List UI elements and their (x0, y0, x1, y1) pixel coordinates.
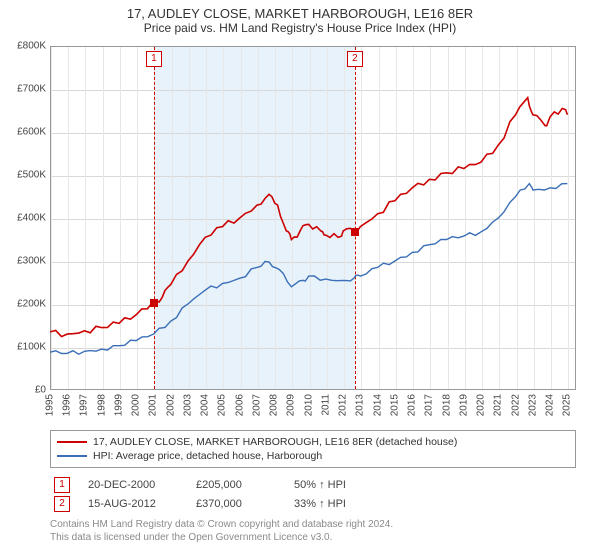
y-tick-label: £100K (0, 342, 46, 353)
x-tick-label: 2017 (424, 394, 435, 416)
x-tick-label: 2000 (131, 394, 142, 416)
sale-row-1: 1 20-DEC-2000 £205,000 50% ↑ HPI (50, 474, 576, 493)
x-tick-label: 1996 (62, 394, 73, 416)
x-tick-label: 1997 (79, 394, 90, 416)
sale-marker-2: 2 (54, 496, 70, 512)
x-tick-label: 2013 (355, 394, 366, 416)
x-tick-label: 2024 (545, 394, 556, 416)
footer-attribution: Contains HM Land Registry data © Crown c… (50, 512, 576, 544)
sale-hpi-2: 33% ↑ HPI (294, 498, 346, 510)
sale-price-1: £205,000 (196, 479, 276, 491)
y-tick-label: £500K (0, 170, 46, 181)
x-tick-label: 2021 (493, 394, 504, 416)
y-tick-label: £800K (0, 41, 46, 52)
series-hpi (50, 184, 567, 355)
x-tick-label: 2018 (441, 394, 452, 416)
y-tick-label: £0 (0, 385, 46, 396)
x-tick-label: 2003 (182, 394, 193, 416)
sale-row-2: 2 15-AUG-2012 £370,000 33% ↑ HPI (50, 493, 576, 512)
y-tick-label: £300K (0, 256, 46, 267)
x-tick-label: 2020 (476, 394, 487, 416)
footer-line-1: Contains HM Land Registry data © Crown c… (50, 518, 576, 531)
x-tick-label: 2014 (372, 394, 383, 416)
sale-date-1: 20-DEC-2000 (88, 479, 178, 491)
footer-line-2: This data is licensed under the Open Gov… (50, 531, 576, 544)
x-tick-label: 2004 (200, 394, 211, 416)
x-tick-label: 2016 (407, 394, 418, 416)
x-tick-label: 2023 (527, 394, 538, 416)
page-subtitle: Price paid vs. HM Land Registry's House … (0, 21, 600, 35)
x-tick-label: 2006 (234, 394, 245, 416)
x-tick-label: 2022 (510, 394, 521, 416)
sale-price-2: £370,000 (196, 498, 276, 510)
legend-swatch-price (57, 441, 87, 443)
series-price_paid (50, 98, 567, 337)
x-tick-label: 2005 (217, 394, 228, 416)
x-tick-label: 1999 (113, 394, 124, 416)
y-tick-label: £400K (0, 213, 46, 224)
legend-swatch-hpi (57, 455, 87, 457)
x-tick-label: 2009 (286, 394, 297, 416)
page-title: 17, AUDLEY CLOSE, MARKET HARBOROUGH, LE1… (0, 6, 600, 21)
legend: 17, AUDLEY CLOSE, MARKET HARBOROUGH, LE1… (50, 430, 576, 468)
x-tick-label: 2025 (562, 394, 573, 416)
x-tick-label: 2012 (338, 394, 349, 416)
sale-hpi-1: 50% ↑ HPI (294, 479, 346, 491)
x-tick-label: 2010 (303, 394, 314, 416)
y-tick-label: £600K (0, 127, 46, 138)
x-tick-label: 2001 (148, 394, 159, 416)
x-tick-label: 2007 (251, 394, 262, 416)
y-tick-label: £200K (0, 299, 46, 310)
price-chart: 12 £0£100K£200K£300K£400K£500K£600K£700K… (50, 46, 576, 390)
legend-label-price: 17, AUDLEY CLOSE, MARKET HARBOROUGH, LE1… (93, 436, 457, 448)
sale-date-2: 15-AUG-2012 (88, 498, 178, 510)
y-tick-label: £700K (0, 84, 46, 95)
x-tick-label: 2008 (269, 394, 280, 416)
x-tick-label: 1995 (45, 394, 56, 416)
x-tick-label: 2019 (458, 394, 469, 416)
sale-marker-1: 1 (54, 477, 70, 493)
x-tick-label: 2015 (389, 394, 400, 416)
x-tick-label: 1998 (96, 394, 107, 416)
x-tick-label: 2011 (320, 394, 331, 416)
x-tick-label: 2002 (165, 394, 176, 416)
legend-label-hpi: HPI: Average price, detached house, Harb… (93, 450, 322, 462)
